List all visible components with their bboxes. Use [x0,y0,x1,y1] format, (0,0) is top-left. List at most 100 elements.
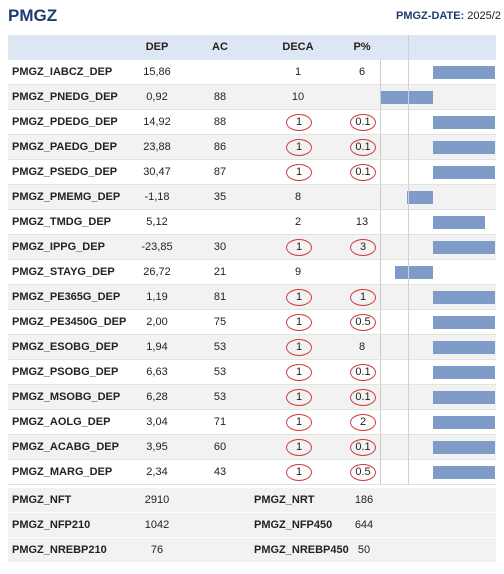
bar [407,191,433,204]
footer-value: 644 [354,519,374,531]
cell-ac: 30 [213,241,227,253]
row-name: PMGZ_PE365G_DEP [12,291,121,303]
bar [433,366,496,379]
cell-ac: 53 [213,366,227,378]
bar-cell [380,385,497,409]
cell-dep: 2,00 [146,316,168,328]
cell-deca: 1 [286,289,312,306]
cell-p: 0.5 [350,464,376,481]
cell-p: 8 [358,341,366,353]
cell-deca: 9 [294,266,302,278]
bar [433,316,496,329]
bar [433,416,496,429]
footer-value: 186 [354,494,374,506]
cell-dep: 1,94 [146,341,168,353]
cell-ac: 35 [213,191,227,203]
row [8,260,496,285]
cell-deca: 1 [286,414,312,431]
cell-ac: 86 [213,141,227,153]
row-name: PMGZ_PDEDG_DEP [12,116,118,128]
cell-dep: 0,92 [146,91,168,103]
bar [433,141,496,154]
cell-deca: 1 [286,464,312,481]
bar-cell [380,310,497,334]
date-value: 2025/2 [467,10,501,22]
date: PMGZ-DATE: 2025/2 [396,10,501,22]
cell-p: 13 [355,216,369,228]
row-name: PMGZ_AOLG_DEP [12,416,111,428]
row [8,210,496,235]
footer-value: 2910 [144,494,170,506]
cell-ac: 43 [213,466,227,478]
cell-ac: 88 [213,91,227,103]
cell-deca: 1 [286,239,312,256]
cell-dep: 30,47 [143,166,171,178]
bar-cell [380,335,497,359]
cell-p: 0.1 [350,164,376,181]
bar-cell [380,185,497,209]
footer-value: 76 [150,544,164,556]
cell-ac: 53 [213,341,227,353]
cell-ac: 21 [213,266,227,278]
bar-cell [380,410,497,434]
cell-deca: 1 [286,139,312,156]
cell-deca: 1 [294,66,302,78]
bar [433,466,496,479]
cell-p: 0.1 [350,439,376,456]
bar [433,441,496,454]
bar [433,66,496,79]
cell-deca: 1 [286,339,312,356]
row [8,385,496,410]
row-name: PMGZ_ESOBG_DEP [12,341,119,353]
column-header: DEP [145,41,169,53]
footer-name: PMGZ_NFT [12,494,72,506]
footer-row [8,488,496,513]
cell-dep: -1,18 [144,191,170,203]
row-name: PMGZ_PE3450G_DEP [12,316,127,328]
cell-dep: 15,86 [143,66,171,78]
bar-cell [380,360,497,384]
cell-dep: 6,63 [146,366,168,378]
bar-cell [380,110,497,134]
row-name: PMGZ_PSOBG_DEP [12,366,119,378]
cell-deca: 2 [294,216,302,228]
row [8,335,496,360]
cell-deca: 1 [286,114,312,131]
cell-ac: 87 [213,166,227,178]
bar-cell [380,435,497,459]
footer-name: PMGZ_NREBP450 [254,544,349,556]
bar-cell [380,235,497,259]
cell-deca: 10 [291,91,305,103]
bar [395,266,433,279]
row-name: PMGZ_PMEMG_DEP [12,191,121,203]
row-name: PMGZ_PNEDG_DEP [12,91,118,103]
row [8,235,496,260]
column-header: DECA [282,41,314,53]
cell-p: 0.1 [350,389,376,406]
row-name: PMGZ_PAEDG_DEP [12,141,117,153]
row [8,160,496,185]
cell-p: 2 [350,414,376,431]
header-row [8,35,496,60]
footer-name: PMGZ_NFP450 [254,519,333,531]
title: PMGZ [8,6,58,25]
bar [433,166,496,179]
cell-p: 1 [350,289,376,306]
bar-cell [380,85,497,109]
cell-ac: 53 [213,391,227,403]
cell-p: 3 [350,239,376,256]
cell-ac: 81 [213,291,227,303]
cell-deca: 1 [286,164,312,181]
row [8,285,496,310]
cell-deca: 8 [294,191,302,203]
cell-dep: 1,19 [146,291,168,303]
bar-cell [380,460,497,484]
bar [381,91,433,104]
cell-deca: 1 [286,439,312,456]
cell-deca: 1 [286,364,312,381]
cell-ac: 60 [213,441,227,453]
row [8,110,496,135]
column-header: AC [212,41,228,53]
cell-p: 6 [358,66,366,78]
